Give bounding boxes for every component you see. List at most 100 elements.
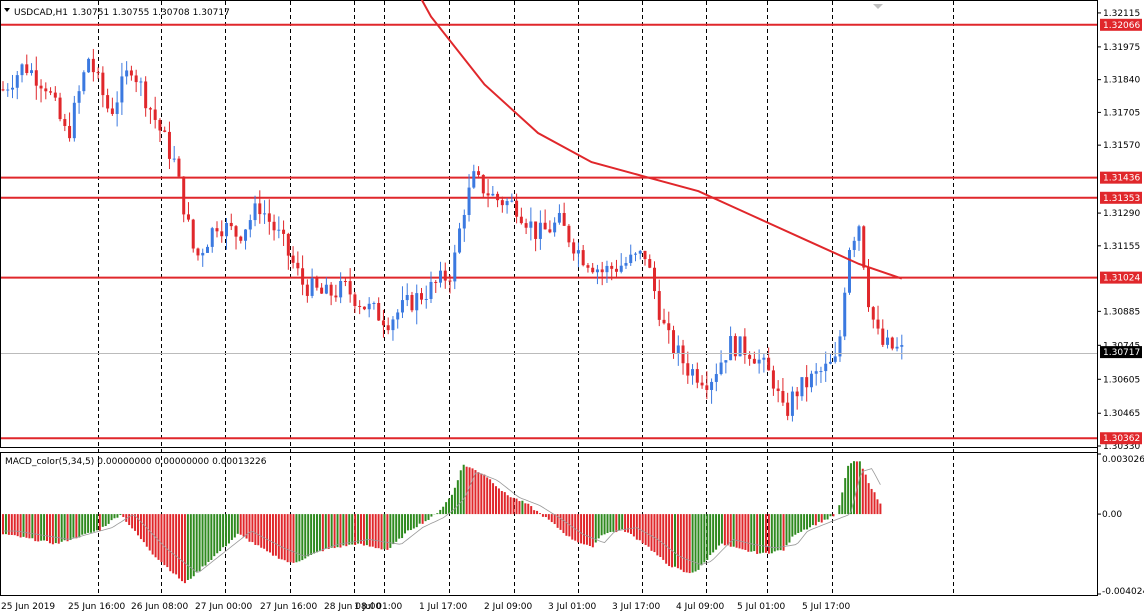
candle-body [58, 97, 62, 120]
indicator-header: MACD_color(5,34,5) 0.00000000 0.00000000 0.… [5, 457, 267, 467]
candle-body [110, 108, 114, 114]
price-tick-label: 1.31290 [1103, 209, 1140, 219]
candle-body [762, 357, 766, 360]
candle-body [158, 119, 162, 131]
time-tick-label: 5 Jul 01:00 [737, 602, 786, 612]
candle-body [614, 268, 618, 272]
candle-body [605, 265, 609, 273]
time-axis-ticks: 25 Jun 2019 25 Jun 16:00 26 Jun 08:00 27 Ju… [1, 602, 851, 612]
candle-body [296, 262, 300, 269]
candle-body [890, 337, 894, 349]
candle-body [148, 108, 152, 110]
time-tick-label: 27 Jun 00:00 [195, 602, 252, 612]
time-tick-label: 4 Jul 09:00 [676, 602, 725, 612]
price-tick-label: 1.31840 [1103, 76, 1140, 86]
candle-body [234, 226, 238, 237]
candle-body [795, 391, 799, 397]
current-price-tag [1100, 346, 1142, 359]
candle-body [205, 246, 209, 253]
candle-body [510, 200, 514, 202]
candle-body [729, 336, 733, 361]
time-tick-label: 1 Jul 17:00 [419, 602, 468, 612]
candle-body [334, 295, 338, 298]
candle-body [805, 377, 809, 388]
candle-body [6, 89, 10, 91]
candle-body [486, 193, 490, 196]
shift-marker-icon[interactable] [873, 4, 883, 9]
candle-body [129, 70, 133, 76]
candle-body [25, 64, 29, 74]
candle-body [843, 292, 847, 337]
candle-body [710, 381, 714, 390]
candle-body [263, 213, 267, 215]
level-price-label: 1.31436 [1103, 174, 1140, 184]
price-axis-ticks: 1.32115 1.31975 1.31840 1.31705 1.31570 1.312… [1097, 9, 1144, 597]
candle-body [20, 64, 24, 76]
candle-body [186, 214, 190, 220]
candle-body [324, 284, 328, 294]
price-tick-label: 1.30605 [1103, 375, 1140, 385]
candle-body [77, 91, 81, 103]
candle-body [415, 293, 419, 311]
main-panel-frame [0, 0, 1098, 448]
candle-body [153, 109, 157, 120]
candle-body [681, 345, 685, 364]
macd-tick-label: 0.003026 [1102, 455, 1144, 465]
indicator-panel-frame [0, 452, 1098, 596]
level-price-tag [1100, 191, 1142, 204]
candle-body [553, 222, 557, 233]
candle-body [633, 253, 637, 255]
candle-body [852, 240, 856, 250]
candle-body [367, 303, 371, 310]
candle-body [591, 267, 595, 273]
symbol-menu-triangle-icon[interactable] [4, 8, 10, 12]
candle-body [172, 158, 176, 160]
candle-body [786, 402, 790, 416]
candle-body [405, 295, 409, 301]
current-price-label: 1.30717 [1103, 348, 1140, 358]
candle-body [286, 233, 290, 256]
time-tick-label: 27 Jun 16:00 [260, 602, 317, 612]
candle-body [771, 370, 775, 389]
candle-body [767, 357, 771, 371]
candle-body [676, 345, 680, 354]
candle-body [439, 270, 443, 283]
candle-body [828, 361, 832, 364]
candle-body [519, 216, 523, 224]
candlestick-series [1, 48, 904, 422]
candle-body [638, 250, 642, 254]
candle-body [267, 213, 271, 222]
candle-body [567, 225, 571, 243]
symbol-header: USDCAD,H1 1.30751 1.30755 1.30708 1.30717 [14, 8, 230, 18]
candle-body [320, 287, 324, 294]
price-tick-label: 1.31705 [1103, 108, 1140, 118]
candle-body [305, 284, 309, 296]
candle-body [477, 171, 481, 175]
candle-body [657, 291, 661, 320]
candle-body [624, 263, 628, 266]
level-price-label: 1.30362 [1103, 434, 1140, 444]
level-price-label: 1.32066 [1103, 21, 1140, 31]
candle-body [96, 72, 100, 74]
candle-body [800, 377, 804, 397]
candle-body [534, 221, 538, 239]
time-tick-label: 28 Jun 08:00 [324, 602, 381, 612]
candle-body [724, 360, 728, 363]
candle-body [372, 303, 376, 305]
candle-body [672, 330, 676, 354]
candle-body [867, 267, 871, 308]
candle-body [824, 363, 828, 372]
level-price-tag [1100, 171, 1142, 184]
candle-body [163, 130, 167, 132]
candle-body [87, 58, 91, 73]
candle-body [857, 226, 861, 241]
candle-body [610, 265, 614, 269]
candle-body [538, 222, 542, 239]
candle-body [838, 336, 842, 357]
macd-signal-line [3, 468, 881, 573]
candle-body [410, 295, 414, 311]
candle-body [833, 356, 837, 362]
candle-body [648, 259, 652, 268]
candle-body [91, 58, 95, 73]
